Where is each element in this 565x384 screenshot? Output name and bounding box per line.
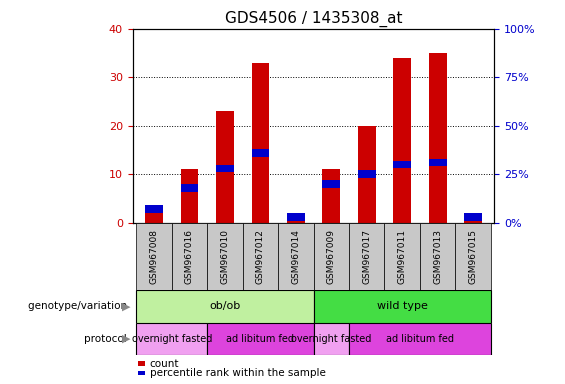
Text: ad libitum fed: ad libitum fed xyxy=(227,334,294,344)
Bar xyxy=(429,53,446,223)
Bar xyxy=(464,218,482,223)
Bar xyxy=(323,169,340,223)
Text: genotype/variation: genotype/variation xyxy=(28,301,130,311)
Bar xyxy=(287,215,305,223)
Text: GSM967014: GSM967014 xyxy=(292,229,301,284)
Text: GSM967010: GSM967010 xyxy=(220,229,229,284)
Bar xyxy=(207,223,243,290)
Text: overnight fasted: overnight fasted xyxy=(132,334,212,344)
Bar xyxy=(251,63,270,223)
Bar xyxy=(314,223,349,290)
Bar xyxy=(358,126,376,223)
Bar xyxy=(420,223,455,290)
Bar xyxy=(251,149,270,157)
Text: ▶: ▶ xyxy=(122,301,131,311)
Bar xyxy=(181,169,198,223)
Text: overnight fasted: overnight fasted xyxy=(291,334,372,344)
Text: wild type: wild type xyxy=(377,301,428,311)
Bar xyxy=(145,205,163,213)
Bar xyxy=(136,223,172,290)
Bar xyxy=(172,223,207,290)
Bar xyxy=(349,323,491,355)
Bar xyxy=(136,290,314,323)
Bar xyxy=(207,323,314,355)
Text: count: count xyxy=(150,359,179,369)
Text: GSM967009: GSM967009 xyxy=(327,229,336,284)
Bar xyxy=(429,159,446,167)
Text: GSM967008: GSM967008 xyxy=(150,229,159,284)
Text: GSM967013: GSM967013 xyxy=(433,229,442,284)
Text: ob/ob: ob/ob xyxy=(209,301,241,311)
Text: GSM967012: GSM967012 xyxy=(256,229,265,284)
Bar xyxy=(243,223,278,290)
Bar xyxy=(278,223,314,290)
Bar xyxy=(136,323,207,355)
Text: GSM967015: GSM967015 xyxy=(468,229,477,284)
Bar xyxy=(393,161,411,169)
Bar xyxy=(455,223,491,290)
Bar xyxy=(393,58,411,223)
Bar xyxy=(323,180,340,188)
Bar xyxy=(216,164,234,172)
Text: protocol: protocol xyxy=(84,334,130,344)
Bar xyxy=(384,223,420,290)
Bar xyxy=(145,208,163,223)
Bar xyxy=(358,170,376,178)
Text: percentile rank within the sample: percentile rank within the sample xyxy=(150,368,325,378)
Bar xyxy=(314,323,349,355)
Text: GSM967017: GSM967017 xyxy=(362,229,371,284)
Text: GSM967011: GSM967011 xyxy=(398,229,407,284)
Bar xyxy=(464,213,482,221)
Bar xyxy=(314,290,491,323)
Text: ▶: ▶ xyxy=(122,334,131,344)
Bar xyxy=(349,223,384,290)
Text: ad libitum fed: ad libitum fed xyxy=(386,334,454,344)
Bar xyxy=(287,213,305,221)
Bar xyxy=(216,111,234,223)
Title: GDS4506 / 1435308_at: GDS4506 / 1435308_at xyxy=(225,11,402,27)
Bar xyxy=(181,184,198,192)
Text: GSM967016: GSM967016 xyxy=(185,229,194,284)
